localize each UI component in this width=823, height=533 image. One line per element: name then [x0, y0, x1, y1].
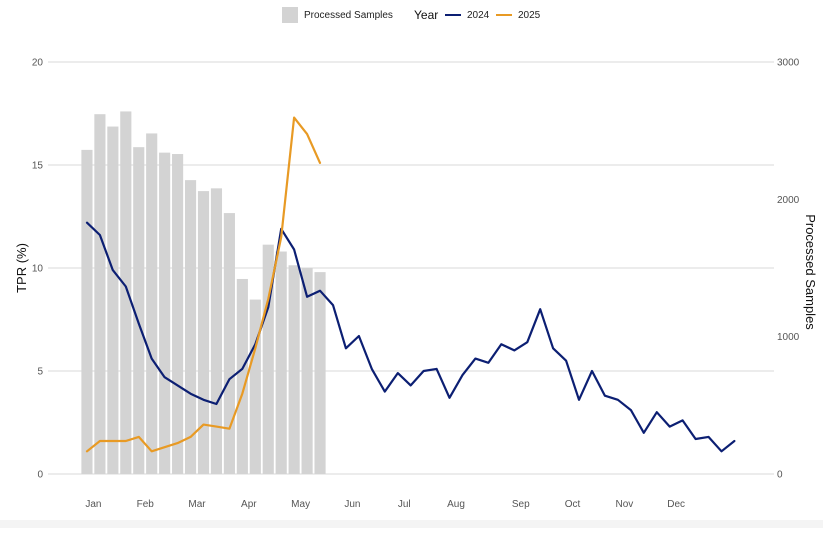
x-tick-label: Nov — [615, 499, 633, 510]
bar — [275, 251, 287, 474]
x-tick-label: Jun — [344, 499, 360, 510]
series-line-2024 — [85, 221, 736, 453]
x-tick-label: Mar — [188, 499, 206, 510]
x-tick-label: Oct — [565, 499, 581, 510]
legend-2024-label: 2024 — [467, 10, 490, 21]
x-tick-label: Jul — [398, 499, 411, 510]
left-tick-label: 0 — [37, 470, 43, 481]
axes: 0 5 10 15 20 0 1000 2000 3000 Jan Feb Mar Apr May Jun J… — [32, 58, 800, 511]
bar — [249, 299, 261, 474]
bar — [172, 154, 184, 474]
left-tick-label: 20 — [32, 58, 44, 69]
left-tick-label: 10 — [32, 264, 44, 275]
bar — [288, 265, 300, 474]
bar — [197, 191, 210, 475]
bar — [94, 114, 106, 474]
right-tick-label: 3000 — [777, 58, 800, 69]
bar — [184, 180, 197, 474]
bar — [314, 272, 326, 474]
x-tick-label: Sep — [512, 499, 530, 510]
bar — [81, 149, 93, 475]
bar — [120, 111, 132, 474]
right-tick-label: 2000 — [777, 195, 800, 206]
line-series — [85, 116, 736, 453]
left-tick-label: 5 — [37, 367, 43, 378]
bar — [236, 278, 248, 474]
series-line-2025 — [85, 116, 322, 453]
left-tick-label: 15 — [32, 161, 44, 172]
bar — [210, 188, 223, 474]
bar — [146, 133, 158, 474]
bar — [301, 268, 313, 474]
bar — [262, 244, 274, 474]
bar — [223, 213, 235, 475]
bar — [133, 147, 145, 474]
right-tick-label: 0 — [777, 470, 783, 481]
bar — [159, 152, 171, 474]
x-tick-label: Dec — [667, 499, 685, 510]
bar — [107, 126, 119, 475]
legend-bar-label: Processed Samples — [304, 10, 393, 21]
x-tick-label: Aug — [447, 499, 465, 510]
x-tick-label: Jan — [85, 499, 101, 510]
legend: Processed Samples Year 2024 2025 — [282, 7, 541, 23]
legend-2025-label: 2025 — [518, 10, 541, 21]
bar-series-processed-samples — [81, 111, 326, 475]
x-tick-label: Apr — [241, 499, 257, 510]
right-axis-title: Processed Samples — [803, 214, 818, 330]
legend-bar-swatch — [282, 7, 298, 23]
x-tick-label: May — [291, 499, 310, 510]
right-tick-label: 1000 — [777, 332, 800, 343]
left-axis-title: TPR (%) — [14, 243, 29, 293]
x-tick-label: Feb — [137, 499, 155, 510]
legend-year-title: Year — [414, 8, 438, 22]
